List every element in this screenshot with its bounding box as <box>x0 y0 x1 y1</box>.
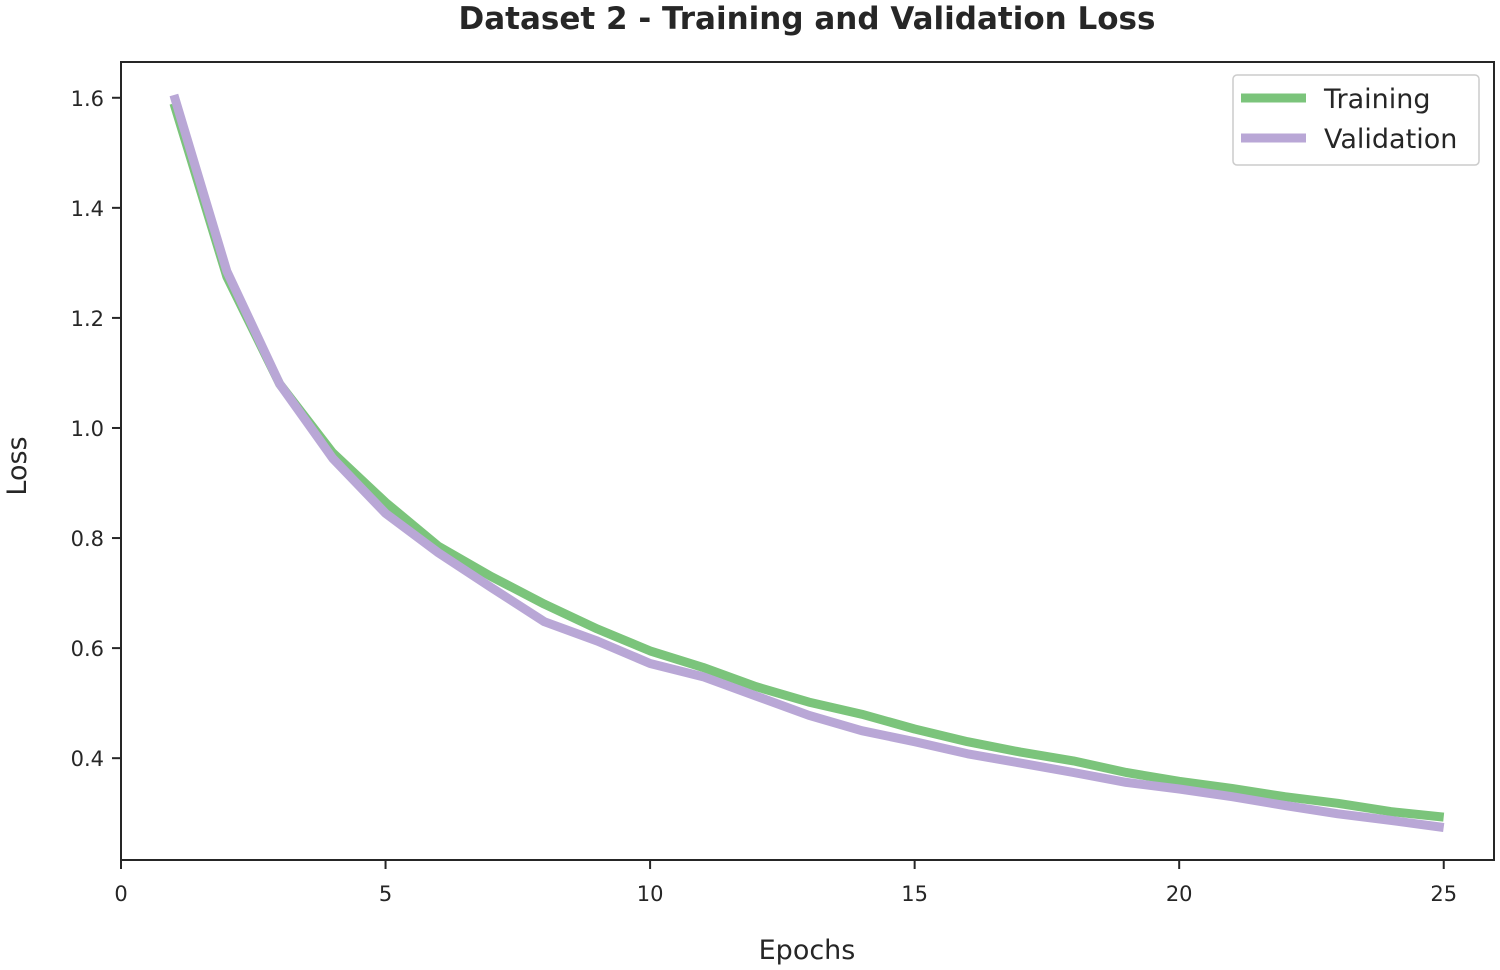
y-tick-label: 0.6 <box>71 637 104 661</box>
y-tick-label: 1.2 <box>71 307 104 331</box>
legend: Training Validation <box>1232 74 1480 166</box>
y-tick-label: 1.4 <box>71 197 104 221</box>
axes-frame <box>120 61 1495 861</box>
y-tick-label: 1.0 <box>71 417 104 441</box>
y-tick-label: 0.8 <box>71 527 104 551</box>
x-axis: 0 5 10 15 20 25 <box>114 860 1457 906</box>
chart-title: Dataset 2 - Training and Validation Loss <box>459 1 1156 37</box>
legend-label-training: Training <box>1323 84 1431 115</box>
y-axis-label: Loss <box>2 436 33 495</box>
x-tick-label: 20 <box>1166 882 1193 906</box>
x-tick-label: 10 <box>637 882 664 906</box>
x-tick-label: 0 <box>114 882 127 906</box>
series-line-validation <box>169 93 1445 832</box>
series-line-training <box>169 101 1445 822</box>
x-tick-label: 25 <box>1430 882 1457 906</box>
y-tick-label: 1.6 <box>71 87 104 111</box>
y-tick-label: 0.4 <box>71 747 104 771</box>
y-axis: 0.4 0.6 0.8 1.0 1.2 1.4 1.6 <box>71 87 121 771</box>
x-axis-label: Epochs <box>759 935 856 966</box>
x-tick-label: 15 <box>901 882 928 906</box>
plot-area <box>169 93 1445 832</box>
x-tick-label: 5 <box>379 882 392 906</box>
legend-label-validation: Validation <box>1324 124 1457 155</box>
